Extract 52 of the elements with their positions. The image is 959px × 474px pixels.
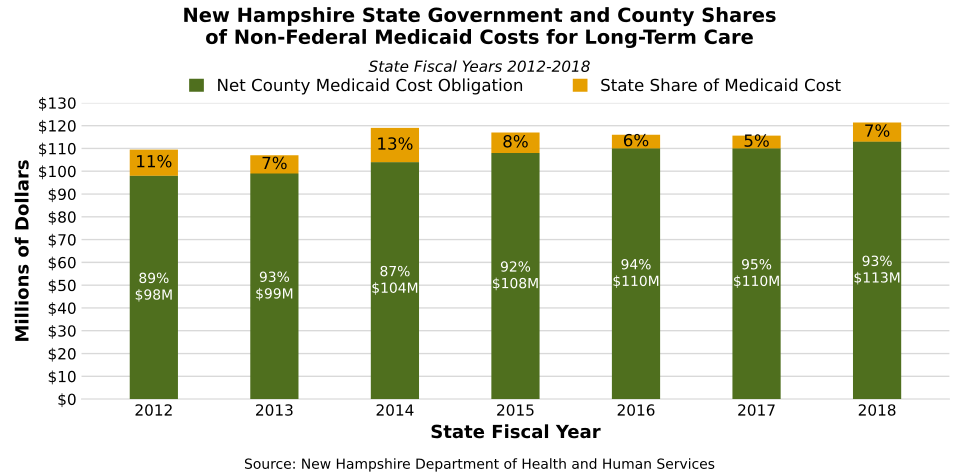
bar xyxy=(130,176,178,400)
annotation: 8% xyxy=(503,134,528,148)
y-tick-label: $0 xyxy=(58,393,76,408)
x-tick-label: 2017 xyxy=(738,404,775,416)
y-tick-label: $110 xyxy=(39,142,76,156)
y-tick-label: $120 xyxy=(39,120,76,134)
legend-label: State Share of Medicaid Cost xyxy=(601,78,841,92)
bar xyxy=(852,122,902,142)
annotation: 7% xyxy=(865,124,890,137)
bar xyxy=(370,128,420,162)
bar xyxy=(130,150,178,176)
x-tick-label: 2013 xyxy=(256,404,293,416)
y-tick-label: $50 xyxy=(48,279,76,294)
annotation: 94% $110M xyxy=(613,258,658,288)
bar xyxy=(612,148,660,400)
bar xyxy=(852,142,902,400)
y-tick-label: $100 xyxy=(39,165,76,180)
bar xyxy=(250,174,298,400)
x-tick-label: 2012 xyxy=(136,404,172,416)
x-tick-label: 2014 xyxy=(376,404,414,416)
y-tick-label: $40 xyxy=(48,302,76,316)
y-axis-title: Millions of Dollars xyxy=(14,160,29,341)
x-axis-title: State Fiscal Year xyxy=(432,424,601,438)
source-note: Source: New Hampshire Department of Health and Human Services xyxy=(244,458,714,472)
annotation: 93% $99M xyxy=(256,272,292,300)
x-tick-label: 2016 xyxy=(618,404,654,416)
x-tick-label: 2018 xyxy=(858,404,896,416)
y-tick-label: $80 xyxy=(48,210,76,225)
annotation: 5% xyxy=(744,134,769,147)
bar xyxy=(732,148,781,400)
legend-label: Net County Medicaid Cost Obligation xyxy=(218,78,522,95)
y-tick-label: $60 xyxy=(48,256,76,270)
x-tick-label: 2015 xyxy=(497,404,534,416)
y-tick-label: $130 xyxy=(39,97,76,111)
chart-title: New Hampshire State Government and County Shares of Non-Federal Medicaid Costs for Long-Term Care xyxy=(184,7,776,48)
annotation: 6% xyxy=(624,134,648,146)
annotation: 87% $104M xyxy=(372,266,418,295)
y-tick-label: $20 xyxy=(48,348,76,362)
annotation: 92% $108M xyxy=(492,261,538,290)
y-tick-label: $90 xyxy=(48,188,76,202)
annotation: 7% xyxy=(262,156,287,170)
annotation: 13% xyxy=(378,137,413,150)
y-tick-label: $70 xyxy=(48,234,76,248)
bar xyxy=(370,162,420,400)
annotation: 93% $113M xyxy=(854,256,900,285)
annotation: 95% $110M xyxy=(734,258,779,288)
bar xyxy=(491,152,540,400)
annotation: 11% xyxy=(137,154,172,168)
annotation: 89% $98M xyxy=(136,272,172,302)
chart-subtitle: State Fiscal Years 2012-2018 xyxy=(368,60,590,72)
y-tick-label: $10 xyxy=(48,370,76,384)
y-tick-label: $30 xyxy=(48,324,76,339)
